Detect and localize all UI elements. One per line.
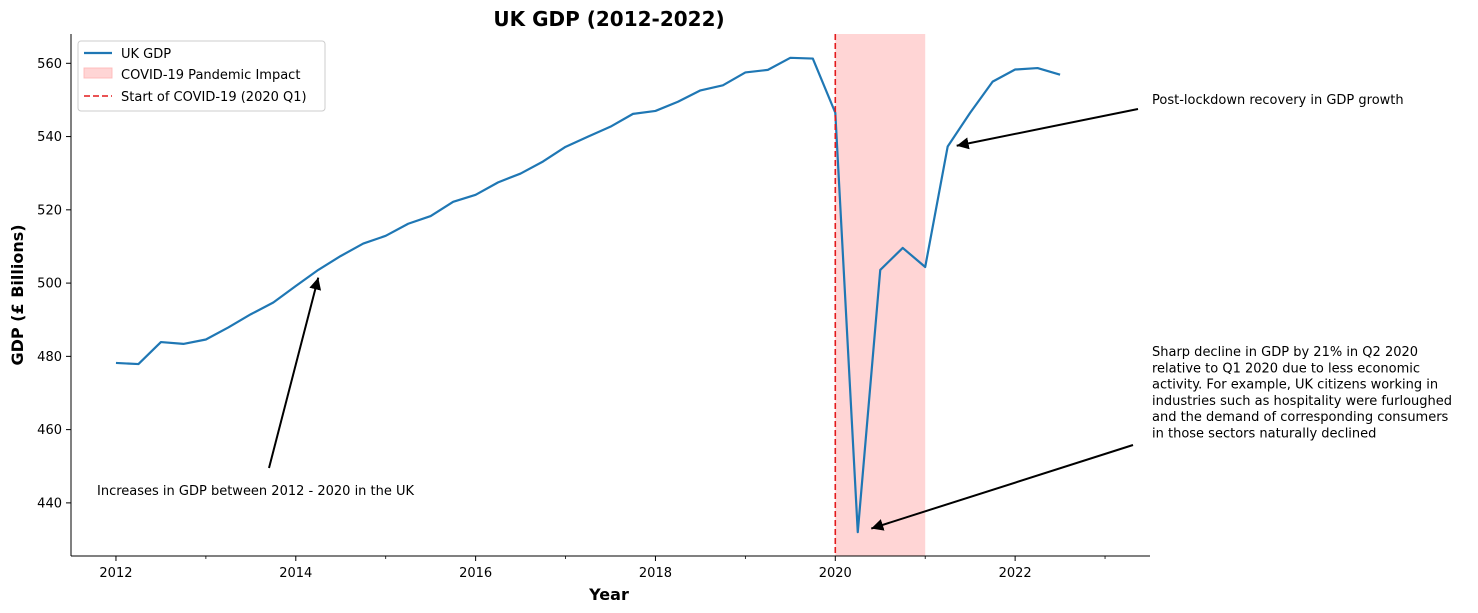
legend-frame [77,40,326,112]
y-tick-label-520: 520 [37,203,62,218]
annotation-text-0-0: Increases in GDP between 2012 - 2020 in … [97,484,415,499]
x-tick-label-2014: 2014 [279,566,312,581]
annotation-text-2-1: relative to Q1 2020 due to less economic [1152,361,1420,376]
annotation-text-2-3: industries such as hospitality were furl… [1152,394,1452,409]
annotation-text-2-5: in those sectors naturally declined [1152,427,1376,442]
x-tick-label-2016: 2016 [459,566,492,581]
x-tick-label-2018: 2018 [639,566,672,581]
annotation-text-1-0: Post-lockdown recovery in GDP growth [1152,93,1404,108]
y-tick-label-440: 440 [37,496,62,511]
x-tick-label-2012: 2012 [99,566,132,581]
series-line-0 [115,56,1061,534]
legend-label-vline: Start of COVID-19 (2020 Q1) [121,90,307,105]
chart-title: UK GDP (2012-2022) [493,7,724,31]
annotation-arrow-2 [870,444,1134,531]
y-tick-label-560: 560 [37,57,62,72]
x-tick-label-2020: 2020 [819,566,852,581]
y-tick-label-460: 460 [37,423,62,438]
covid-span [835,34,926,556]
x-tick-label-2022: 2022 [999,566,1032,581]
annotation-text-2-0: Sharp decline in GDP by 21% in Q2 2020 [1152,345,1418,360]
x-axis-label: Year [588,585,629,604]
y-axis-label: GDP (£ Billions) [8,224,27,365]
legend-swatch-span [83,67,113,79]
annotation-arrow-1 [956,108,1139,150]
y-tick-label-480: 480 [37,350,62,365]
y-tick-label-500: 500 [37,277,62,292]
y-tick-label-540: 540 [37,130,62,145]
legend-label-span: COVID-19 Pandemic Impact [121,68,300,83]
annotation-text-2-2: activity. For example, UK citizens worki… [1152,378,1438,393]
legend-label-series: UK GDP [121,47,171,62]
legend: UK GDP COVID-19 Pandemic Impact Start of… [77,40,326,112]
annotation-arrow-0 [268,277,322,469]
plot-area: 2012 2014 2016 2018 2020 2022 440 460 480 500 520 5… [37,34,1452,581]
annotation-text-2-4: and the demand of corresponding consumer… [1152,410,1449,425]
